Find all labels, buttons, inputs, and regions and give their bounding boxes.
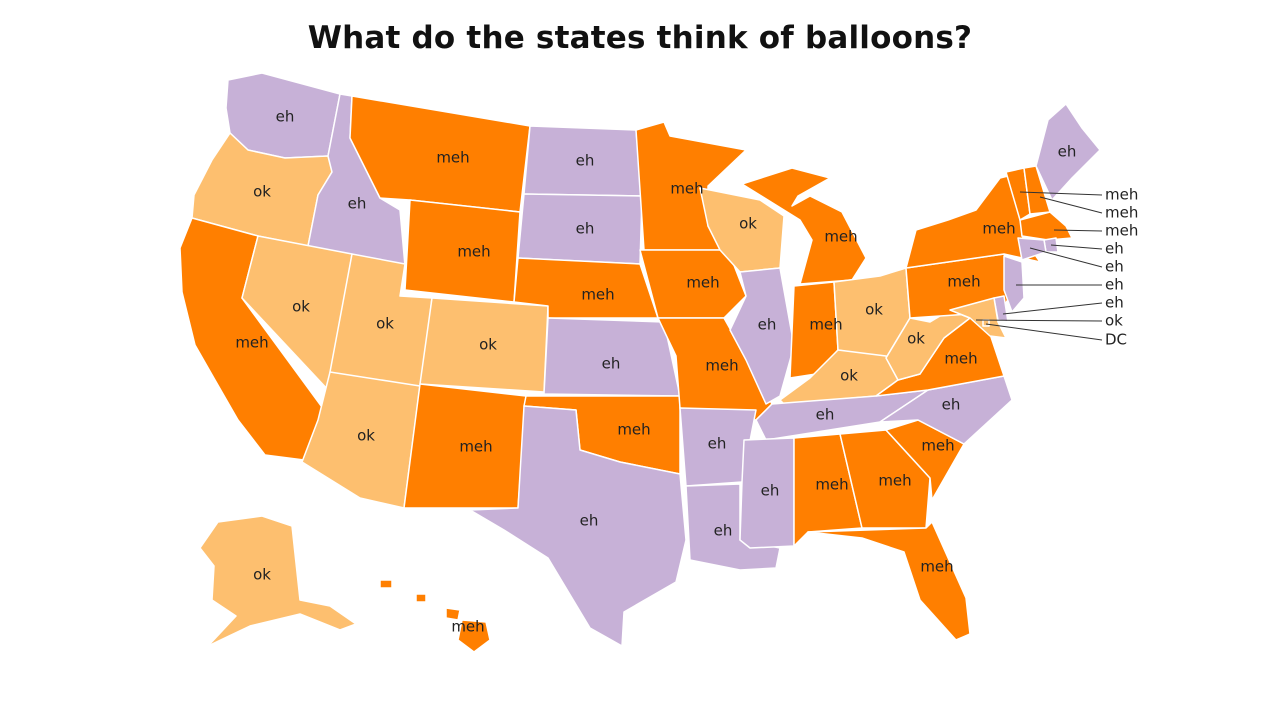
state-label-la: eh (714, 522, 733, 540)
state-label-wa: eh (276, 108, 295, 126)
state-label-ne: meh (581, 286, 614, 304)
state-label-wi: ok (739, 215, 757, 233)
state-label-ga: meh (878, 472, 911, 490)
state-label-tn: eh (816, 406, 835, 424)
state-shape-mi[interactable] (741, 167, 867, 285)
leader-line-nh (1039, 196, 1103, 214)
state-label-ms: eh (761, 482, 780, 500)
callout-label-ma: meh (1105, 222, 1138, 240)
leader-line-vt (1019, 191, 1103, 196)
state-label-mo: meh (705, 357, 738, 375)
leader-line-ma (1053, 229, 1103, 232)
leader-line-ri (1050, 244, 1103, 250)
callout-label-nh: meh (1105, 204, 1138, 222)
leader-line-ct (1029, 247, 1103, 268)
state-label-me: eh (1058, 143, 1077, 161)
state-shape-ak[interactable] (199, 515, 357, 647)
state-label-ky: ok (840, 367, 858, 385)
state-label-sd: eh (576, 220, 595, 238)
state-shape-al[interactable] (793, 433, 863, 547)
state-label-nc: eh (942, 396, 961, 414)
state-shape-me[interactable] (1035, 103, 1101, 201)
state-labels: eh ok meh eh ok meh meh ok ok ok meh eh … (235, 108, 1076, 636)
state-label-ks: eh (602, 355, 621, 373)
callout-label-ct: eh (1105, 258, 1124, 276)
state-label-wv: ok (907, 330, 925, 348)
leader-line-dc (985, 323, 1103, 341)
state-label-ok: meh (617, 421, 650, 439)
state-label-ak: ok (253, 566, 271, 584)
state-label-ca: meh (235, 334, 268, 352)
state-shape-nj[interactable] (1003, 255, 1025, 313)
state-shape-ia[interactable] (639, 249, 747, 319)
state-shape-md[interactable] (949, 297, 1007, 339)
state-shapes (179, 72, 1101, 653)
map-title: What do the states think of balloons? (307, 20, 973, 56)
callout-label-dc: DC (1105, 331, 1127, 349)
callout-labels: meh meh meh eh eh eh eh ok DC (975, 186, 1138, 349)
state-label-nv: ok (292, 298, 310, 316)
state-label-ut: ok (376, 315, 394, 333)
state-label-id: eh (348, 195, 367, 213)
state-shape-tx[interactable] (469, 405, 687, 647)
state-label-ia: meh (686, 274, 719, 292)
state-label-mt: meh (436, 149, 469, 167)
state-label-va: meh (944, 350, 977, 368)
state-shape-la[interactable] (685, 483, 781, 571)
state-label-hi: meh (451, 618, 484, 636)
callout-label-de: eh (1105, 294, 1124, 312)
callout-label-nj: eh (1105, 276, 1124, 294)
state-shape-dc[interactable] (982, 319, 990, 327)
state-label-co: ok (479, 336, 497, 354)
callout-label-md: ok (1105, 312, 1123, 330)
state-label-fl: meh (920, 558, 953, 576)
state-label-wy: meh (457, 243, 490, 261)
leader-line-md (975, 319, 1103, 322)
state-label-mn: meh (670, 180, 703, 198)
state-shape-il[interactable] (729, 267, 795, 405)
state-label-nm: meh (459, 438, 492, 456)
leader-line-de (1002, 302, 1103, 315)
state-label-tx: eh (580, 512, 599, 530)
state-label-ny: meh (982, 220, 1015, 238)
state-shape-hi-kauai[interactable] (379, 579, 393, 589)
callout-label-ri: eh (1105, 240, 1124, 258)
state-label-sc: meh (921, 437, 954, 455)
state-label-il: eh (758, 316, 777, 334)
state-label-oh: ok (865, 301, 883, 319)
state-label-mi: meh (824, 228, 857, 246)
state-shape-fl[interactable] (807, 521, 971, 641)
state-shape-hi[interactable] (457, 619, 491, 653)
state-label-pa: meh (947, 273, 980, 291)
state-label-ar: eh (708, 435, 727, 453)
state-label-az: ok (357, 427, 375, 445)
state-shape-hi-maui[interactable] (445, 607, 461, 621)
callout-label-vt: meh (1105, 186, 1138, 204)
state-label-in: meh (809, 316, 842, 334)
state-shape-ma[interactable] (1019, 211, 1073, 241)
state-label-nd: eh (576, 152, 595, 170)
state-label-al: meh (815, 476, 848, 494)
state-shape-hi-oahu[interactable] (415, 593, 427, 603)
state-label-or: ok (253, 183, 271, 201)
state-shape-sc[interactable] (885, 419, 965, 501)
